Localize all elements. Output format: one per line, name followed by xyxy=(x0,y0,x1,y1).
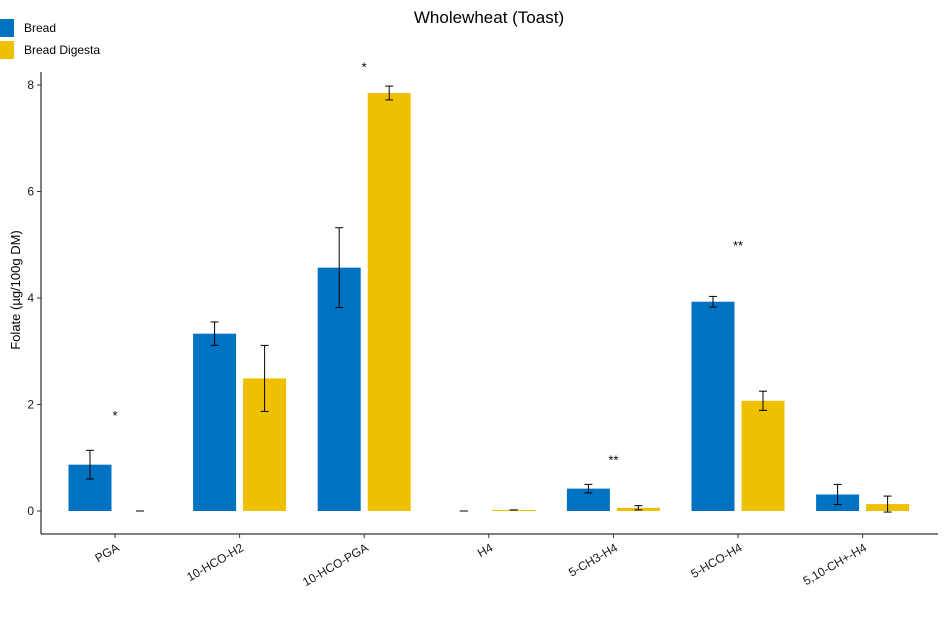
y-tick-label-8: 8 xyxy=(27,78,34,92)
significance-label-1: * xyxy=(362,59,367,74)
legend-swatch-1 xyxy=(0,41,14,59)
significance-label-2: ** xyxy=(608,452,618,467)
x-tick-label-4: 5-CH3-H4 xyxy=(566,540,620,579)
x-tick-label-0: PGA xyxy=(93,540,122,565)
x-tick-label-3: H4 xyxy=(475,540,496,560)
x-tick-label-6: 5,10-CH+-H4 xyxy=(801,540,870,588)
chart-title: Wholewheat (Toast) xyxy=(414,8,564,27)
y-tick-label-4: 4 xyxy=(27,291,34,305)
y-tick-label-2: 2 xyxy=(27,398,34,412)
bar-1-2 xyxy=(367,92,411,512)
legend-label-1: Bread Digesta xyxy=(24,43,100,57)
x-tick-label-1: 10-HCO-H2 xyxy=(184,540,246,584)
significance-label-0: * xyxy=(112,408,117,423)
bar-0-2 xyxy=(317,267,361,511)
bar-1-3 xyxy=(492,509,536,511)
significance-annotations: ****** xyxy=(112,59,743,467)
bar-0-5 xyxy=(691,301,735,511)
bar-1-5 xyxy=(741,400,785,511)
x-tick-label-5: 5-HCO-H4 xyxy=(688,540,744,581)
x-tick-label-2: 10-HCO-PGA xyxy=(300,540,371,589)
significance-label-3: ** xyxy=(733,238,743,253)
legend-label-0: Bread xyxy=(24,21,56,35)
y-axis-title: Folate (µg/100g DM) xyxy=(8,230,23,349)
y-tick-label-6: 6 xyxy=(27,185,34,199)
bars xyxy=(68,92,910,512)
legend: Bread Bread Digesta xyxy=(0,19,100,59)
axes: 0 2 4 6 8 PGA 10-HCO-H2 10-HCO-PGA H4 5-CH3-H4 5-H… xyxy=(27,72,938,589)
legend-swatch-0 xyxy=(0,19,14,37)
error-bars xyxy=(86,85,892,513)
bar-0-1 xyxy=(193,333,237,511)
y-tick-label-0: 0 xyxy=(27,504,34,518)
bar-0-4 xyxy=(566,488,610,511)
